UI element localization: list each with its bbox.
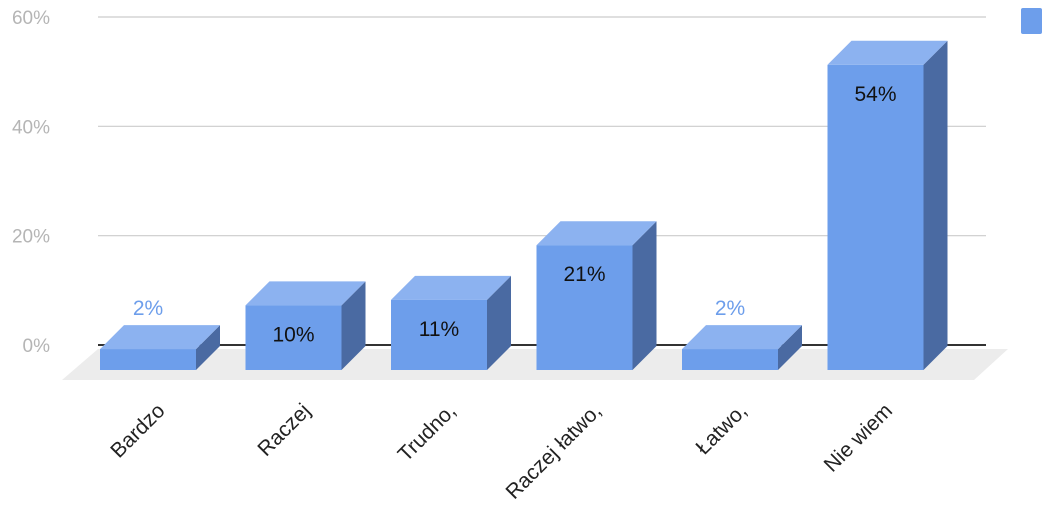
bar-top	[682, 325, 802, 350]
data-label: 21%	[563, 263, 605, 286]
bar-front	[245, 305, 342, 370]
data-label: 11%	[419, 318, 459, 341]
category-label: Raczej	[253, 399, 315, 461]
bar-top	[245, 281, 366, 306]
data-label: 10%	[272, 323, 314, 346]
bar	[245, 281, 366, 370]
bar-top	[100, 325, 220, 350]
category-label: Trudno,	[394, 399, 461, 466]
data-label: 54%	[854, 83, 896, 106]
bar-side	[196, 325, 220, 370]
y-tick-label: 40%	[12, 117, 50, 138]
category-label: Bardzo	[106, 399, 169, 462]
category-label: Łatwo,	[692, 399, 752, 459]
bar-top	[391, 275, 511, 300]
bar-front	[536, 245, 633, 370]
bar	[536, 221, 657, 370]
bar-side	[487, 275, 511, 370]
y-tick-label: 0%	[23, 336, 51, 357]
bar	[100, 325, 220, 370]
bar-front	[682, 349, 778, 370]
y-tick-label: 20%	[12, 227, 50, 248]
bar-front	[100, 349, 196, 370]
bar-top	[827, 40, 948, 65]
data-label: 2%	[715, 297, 745, 320]
bar-side	[778, 325, 802, 370]
bar-front	[391, 299, 487, 370]
bar	[391, 275, 511, 370]
category-label: Nie wiem	[820, 399, 897, 476]
y-tick-label: 60%	[12, 8, 50, 29]
bar-side	[341, 281, 366, 370]
data-label: 2%	[133, 297, 163, 320]
bar-side	[632, 221, 657, 370]
category-label: Raczej łatwo,	[501, 399, 606, 504]
bar	[682, 325, 802, 370]
bar	[827, 40, 948, 371]
bar-side	[923, 40, 948, 371]
bar-front	[827, 64, 924, 371]
bar-top	[536, 221, 657, 246]
legend-swatch	[1021, 8, 1042, 34]
